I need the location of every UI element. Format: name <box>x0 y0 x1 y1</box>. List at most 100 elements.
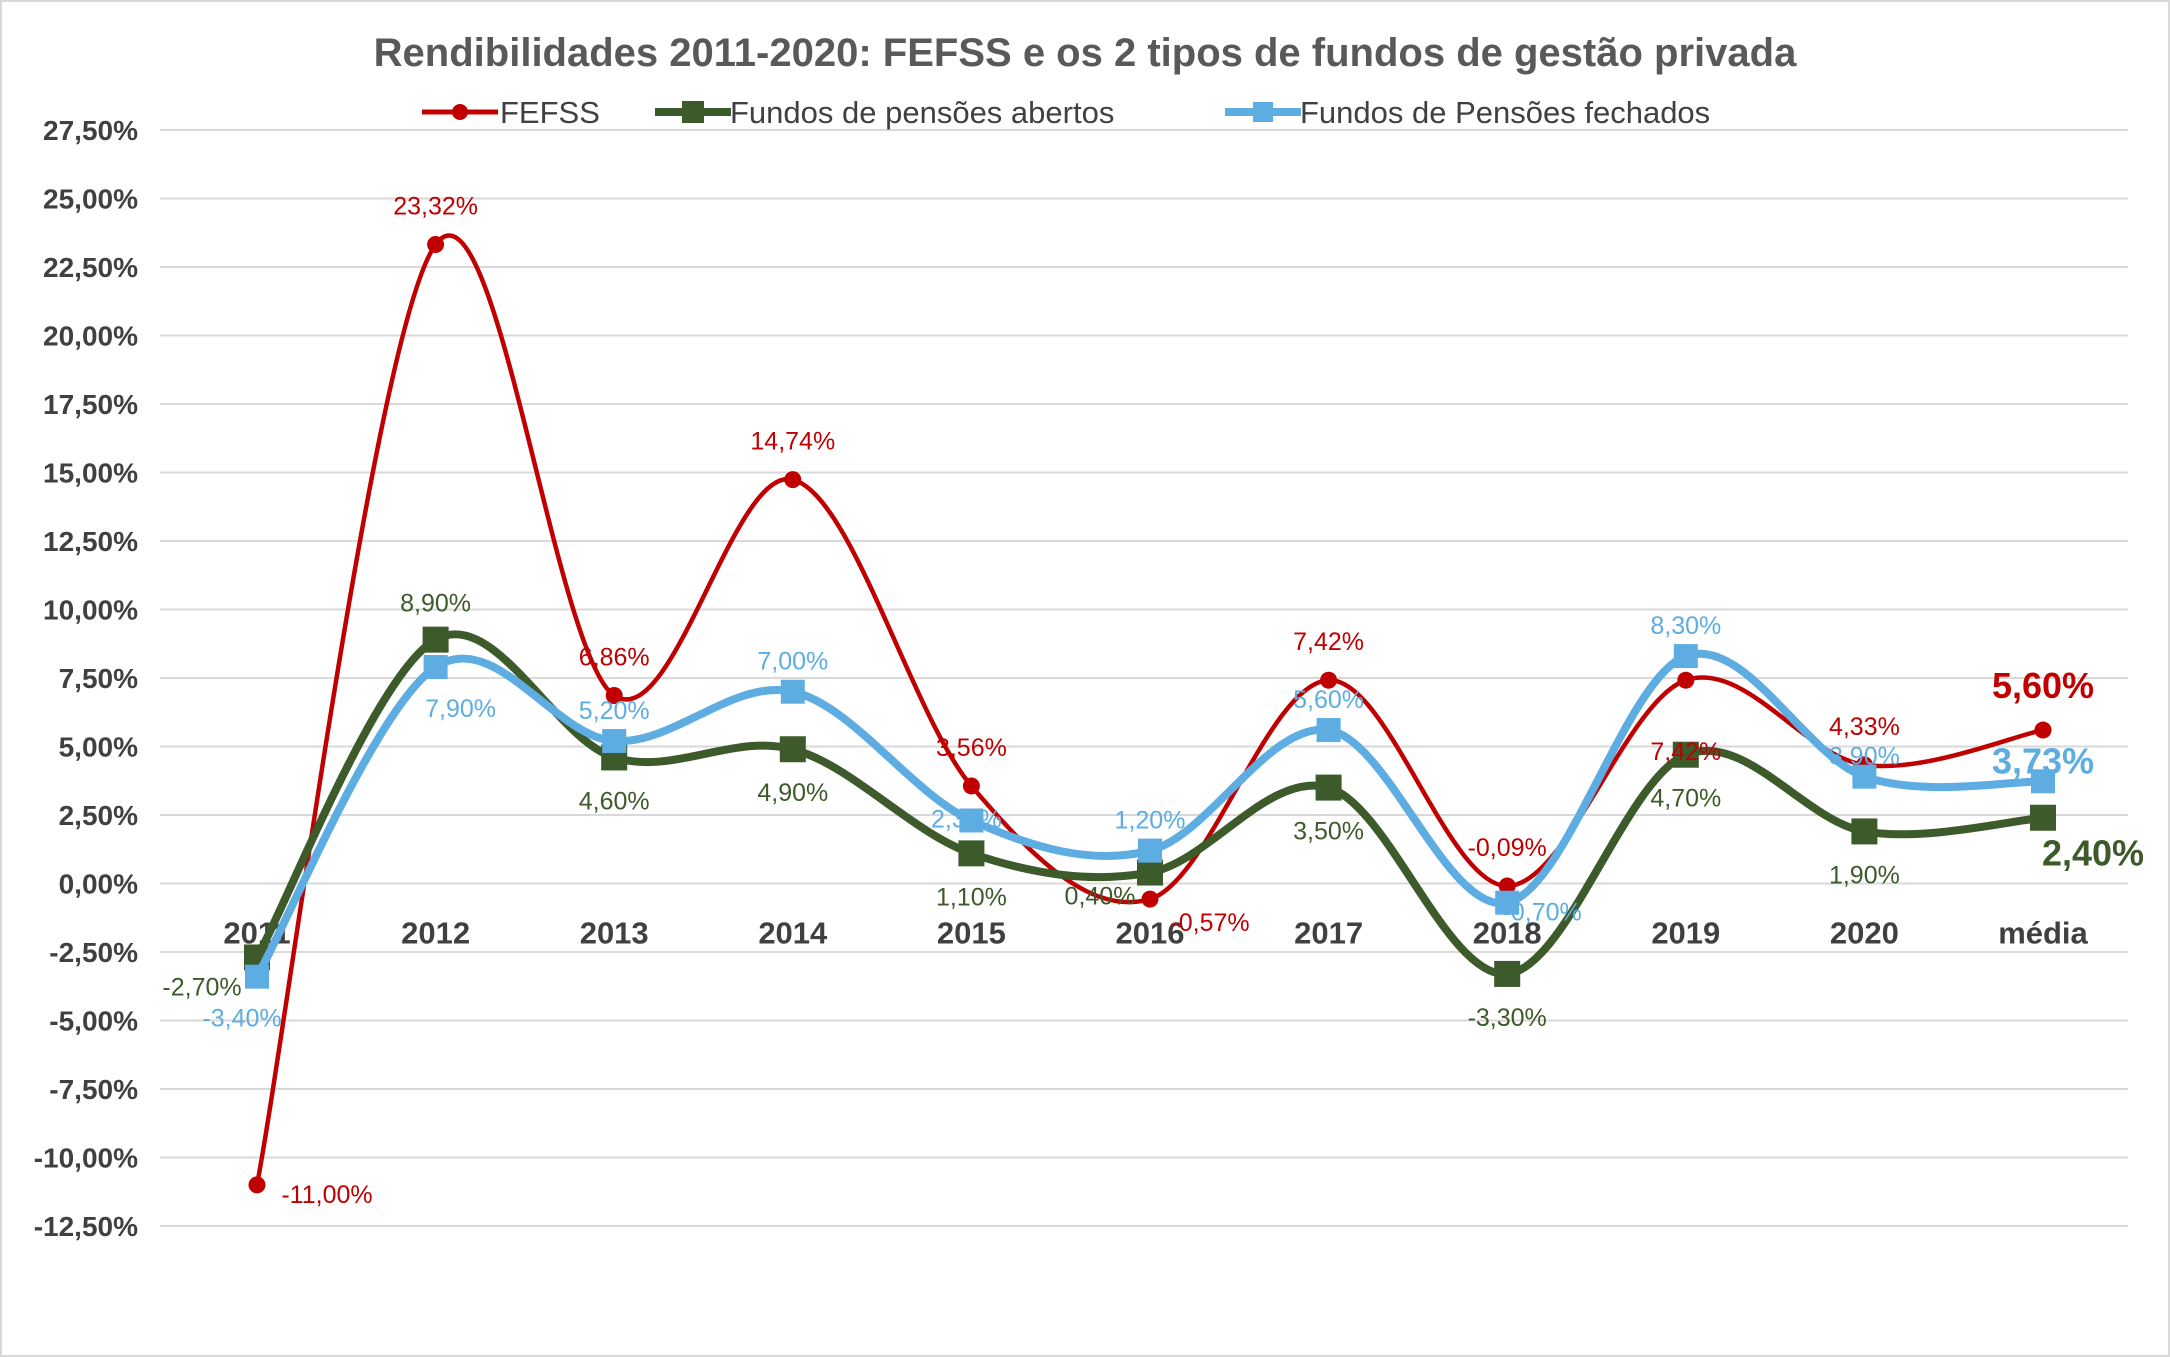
data-point-fefss-2018 <box>1498 877 1516 895</box>
gridlines <box>160 129 2128 1227</box>
y-tick-label: 0,00% <box>59 869 138 900</box>
data-label-fundos-de-pensoes-abertos-2013: 4,60% <box>579 787 650 815</box>
data-point-fefss-2016 <box>1141 890 1159 908</box>
data-point-fefss-media <box>2034 721 2052 739</box>
data-label-fefss-2012: 23,32% <box>393 193 478 221</box>
series-lines <box>244 233 2056 1194</box>
y-tick-label: 12,50% <box>43 526 138 557</box>
data-label-fundos-de-pensoes-abertos-2016: 0,40% <box>1065 883 1136 911</box>
data-point-fundos-de-pensoes-abertos-2019 <box>1672 741 1699 768</box>
y-tick-label: 7,50% <box>59 663 138 694</box>
data-point-fundos-de-pensoes-fechados-2017 <box>1316 718 1341 743</box>
y-tick-label: -10,00% <box>34 1143 138 1174</box>
data-point-fundos-de-pensoes-fechados-2013 <box>602 729 627 754</box>
x-tick-label-2017: 2017 <box>1294 916 1363 951</box>
data-label-fefss-2015: 3,56% <box>936 734 1007 762</box>
y-tick-label: 27,50% <box>43 115 138 146</box>
data-labels: -11,00% 23,32% 6,86% 14,74% 3,56% -0,57% 7,42%… <box>162 193 2144 1209</box>
series-line-fefss <box>254 233 2046 1188</box>
x-axis-tick-labels: 2011 2012 2013 2014 2015 2016 2017 2018 2019 2020… <box>223 916 2088 951</box>
data-point-fundos-de-pensoes-abertos-2018 <box>1494 960 1521 987</box>
y-tick-label: -5,00% <box>49 1006 138 1037</box>
data-point-fefss-2011 <box>248 1176 266 1194</box>
data-point-fundos-de-pensoes-fechados-2012 <box>423 655 448 680</box>
data-point-fefss-2012 <box>427 236 445 254</box>
x-tick-label-2014: 2014 <box>758 916 828 951</box>
legend-item-fundos-de-pensoes-abertos: Fundos de pensões abertos <box>655 95 1114 130</box>
y-axis-tick-labels: 27,50% 25,00% 22,50% 20,00% 17,50% 15,00% 12,5… <box>34 115 138 1242</box>
data-point-fundos-de-pensoes-abertos-2020 <box>1851 818 1878 845</box>
x-tick-label-2015: 2015 <box>937 916 1006 951</box>
data-label-fundos-de-pensoes-fechados-2012: 7,90% <box>425 695 496 723</box>
data-label-fundos-de-pensoes-abertos-2018: -3,30% <box>1468 1004 1547 1032</box>
legend-marker <box>452 104 468 120</box>
chart-title: Rendibilidades 2011-2020: FEFSS e os 2 t… <box>374 31 1797 75</box>
data-point-fundos-de-pensoes-fechados-2015 <box>959 808 984 833</box>
data-label-fefss-2016: -0,57% <box>1170 909 1249 937</box>
y-tick-label: 22,50% <box>43 252 138 283</box>
x-tick-label-2019: 2019 <box>1651 916 1720 951</box>
data-label-fundos-de-pensoes-fechados-media: 3,73% <box>1992 740 2094 781</box>
data-point-fundos-de-pensoes-fechados-2016 <box>1138 838 1162 863</box>
data-point-fefss-2014 <box>784 471 802 489</box>
data-point-fefss-2015 <box>962 777 980 795</box>
legend-label: Fundos de Pensões fechados <box>1300 95 1710 130</box>
y-tick-label: 25,00% <box>43 184 138 215</box>
data-label-fundos-de-pensoes-fechados-2013: 5,20% <box>579 697 650 725</box>
data-label-fundos-de-pensoes-abertos-2019: 4,70% <box>1650 785 1721 813</box>
data-label-fefss-2014: 14,74% <box>750 428 835 456</box>
y-tick-label: -2,50% <box>49 937 138 968</box>
y-tick-label: 2,50% <box>59 800 138 831</box>
data-label-fundos-de-pensoes-abertos-2020: 1,90% <box>1829 861 1900 889</box>
legend-label: FEFSS <box>500 95 600 130</box>
data-point-fundos-de-pensoes-abertos-2015 <box>958 840 985 867</box>
data-label-fefss-2013: 6,86% <box>579 644 650 672</box>
y-tick-label: 15,00% <box>43 458 138 489</box>
data-label-fundos-de-pensoes-abertos-2012: 8,90% <box>400 590 471 618</box>
data-label-fundos-de-pensoes-abertos-2017: 3,50% <box>1293 818 1364 846</box>
legend: FEFSS Fundos de pensões abertos Fundos de … <box>422 95 1710 130</box>
y-tick-label: -12,50% <box>34 1211 138 1242</box>
x-tick-label-2013: 2013 <box>580 916 649 951</box>
data-point-fundos-de-pensoes-abertos-media <box>2030 804 2056 831</box>
legend-marker <box>1253 102 1273 122</box>
y-tick-label: -7,50% <box>49 1074 138 1105</box>
data-label-fundos-de-pensoes-fechados-2015: 2,30% <box>931 805 1002 833</box>
data-label-fundos-de-pensoes-abertos-2011: -2,70% <box>162 973 241 1001</box>
data-label-fundos-de-pensoes-fechados-2011: -3,40% <box>202 1005 281 1033</box>
data-label-fefss-2011: -11,00% <box>281 1181 372 1209</box>
y-tick-label: 20,00% <box>43 321 138 352</box>
data-point-fundos-de-pensoes-abertos-2016 <box>1137 859 1163 886</box>
data-point-fundos-de-pensoes-fechados-2018 <box>1495 890 1520 915</box>
data-label-fefss-2019: 7,42% <box>1650 738 1721 766</box>
legend-label: Fundos de pensões abertos <box>730 95 1114 130</box>
data-point-fundos-de-pensoes-fechados-2019 <box>1673 644 1698 669</box>
data-label-fundos-de-pensoes-fechados-2014: 7,00% <box>757 648 828 676</box>
data-label-fefss-2020: 4,33% <box>1829 713 1900 741</box>
legend-item-fundos-de-pensoes-fechados: Fundos de Pensões fechados <box>1225 95 1710 130</box>
data-label-fundos-de-pensoes-abertos-2014: 4,90% <box>757 779 828 807</box>
x-tick-label-2016: 2016 <box>1116 916 1185 951</box>
y-tick-label: 5,00% <box>59 732 138 763</box>
data-point-fundos-de-pensoes-fechados-2020 <box>1852 764 1877 789</box>
data-label-fundos-de-pensoes-fechados-2018: -0,70% <box>1503 899 1582 927</box>
data-point-fundos-de-pensoes-fechados-2011 <box>245 964 269 989</box>
data-label-fundos-de-pensoes-abertos-2015: 1,10% <box>936 883 1007 911</box>
x-tick-label-2018: 2018 <box>1473 916 1542 951</box>
x-tick-label-media: média <box>1998 916 2088 951</box>
data-label-fundos-de-pensoes-fechados-2016: 1,20% <box>1115 807 1186 835</box>
x-tick-label-2020: 2020 <box>1830 916 1899 951</box>
legend-item-fefss: FEFSS <box>422 95 600 130</box>
data-label-fundos-de-pensoes-fechados-2020: 3,90% <box>1829 743 1900 771</box>
data-point-fefss-2013 <box>605 687 623 705</box>
data-point-fundos-de-pensoes-abertos-2017 <box>1315 774 1342 801</box>
data-point-fundos-de-pensoes-fechados-media <box>2031 769 2055 794</box>
data-label-fundos-de-pensoes-fechados-2017: 5,60% <box>1293 686 1364 714</box>
data-label-fefss-media: 5,60% <box>1992 665 2094 706</box>
data-label-fundos-de-pensoes-fechados-2019: 8,30% <box>1650 612 1721 640</box>
data-point-fundos-de-pensoes-abertos-2014 <box>779 736 806 763</box>
data-point-fefss-2017 <box>1320 671 1338 689</box>
